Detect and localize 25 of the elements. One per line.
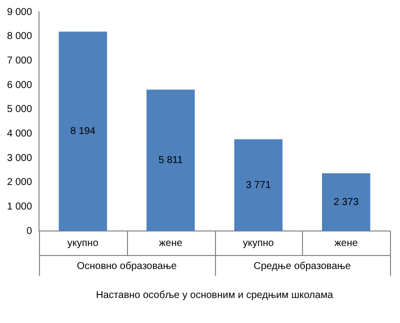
y-tick-label: 3 000: [6, 152, 32, 164]
y-tick-label: 4 000: [6, 128, 32, 140]
bar: [146, 90, 195, 231]
bar: [322, 173, 370, 231]
y-tick-label: 0: [26, 226, 32, 237]
y-tick-label: 2 000: [6, 177, 32, 188]
y-tick-label: 7 000: [6, 55, 32, 66]
y-tick-label: 5 000: [6, 104, 32, 116]
x-tick-label: жене: [158, 238, 183, 249]
x-tick-label: укупно: [242, 238, 274, 249]
data-label: 3 771: [246, 180, 272, 191]
y-tick-label: 1 000: [6, 201, 32, 212]
x-tick-label: укупно: [67, 238, 99, 249]
text: Наставно особље у основним и средњим школама: [96, 290, 334, 301]
data-label: 8 194: [70, 126, 96, 138]
data-label: 5 811: [158, 155, 184, 166]
bar: [58, 32, 108, 231]
x-tick-label: жене: [334, 238, 358, 249]
bar: [234, 139, 283, 231]
y-tick-label: 8 000: [6, 31, 32, 42]
y-tick-label: 9 000: [6, 6, 32, 18]
data-label: 2 373: [334, 196, 360, 208]
y-tick-label: 6 000: [6, 80, 32, 91]
text: Средње образовање: [254, 260, 352, 272]
text: Основно образовање: [76, 260, 178, 272]
